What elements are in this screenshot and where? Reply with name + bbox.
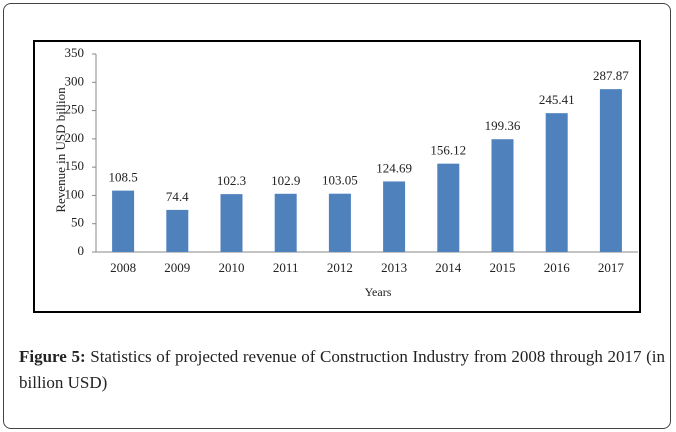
bar — [328, 193, 351, 252]
x-tick-label: 2013 — [381, 260, 407, 275]
y-tick-label: 150 — [65, 158, 85, 173]
caption-text: Statistics of projected revenue of Const… — [19, 347, 665, 392]
data-label: 102.3 — [217, 173, 246, 188]
y-tick-label: 300 — [65, 73, 85, 88]
bar — [383, 181, 406, 252]
x-tick-label: 2010 — [219, 260, 245, 275]
x-tick-label: 2011 — [273, 260, 299, 275]
y-axis-label: Revenue in USD billion — [53, 87, 68, 213]
figure-frame — [3, 3, 671, 429]
y-tick-label: 250 — [65, 102, 85, 117]
bar — [112, 190, 135, 252]
chart-border — [33, 40, 641, 313]
data-label: 156.12 — [430, 143, 466, 158]
data-label: 74.4 — [166, 189, 189, 204]
y-tick-label: 350 — [65, 45, 85, 60]
x-tick-label: 2014 — [435, 260, 462, 275]
bar — [437, 163, 460, 252]
y-tick-label: 100 — [65, 186, 85, 201]
bar — [274, 193, 297, 252]
x-tick-label: 2009 — [164, 260, 190, 275]
data-label: 102.9 — [271, 173, 300, 188]
x-tick-label: 2008 — [110, 260, 136, 275]
x-tick-label: 2012 — [327, 260, 353, 275]
x-tick-label: 2016 — [544, 260, 571, 275]
data-label: 287.87 — [593, 68, 629, 83]
y-tick-label: 50 — [71, 215, 84, 230]
bar — [491, 139, 514, 252]
data-label: 245.41 — [539, 92, 575, 107]
caption: Figure 5: Statistics of projected revenu… — [19, 344, 665, 396]
x-tick-label: 2015 — [490, 260, 516, 275]
data-label: 103.05 — [322, 173, 358, 188]
bar — [220, 194, 243, 252]
data-label: 199.36 — [485, 118, 521, 133]
bar — [545, 113, 568, 252]
x-tick-label: 2017 — [598, 260, 625, 275]
data-label: 108.5 — [108, 170, 137, 185]
data-label: 124.69 — [376, 160, 412, 175]
bar — [166, 209, 189, 252]
bar — [599, 89, 622, 252]
y-tick-label: 0 — [78, 243, 85, 258]
y-tick-label: 200 — [65, 130, 85, 145]
x-axis-label: Years — [365, 285, 392, 299]
caption-label: Figure 5: — [19, 347, 86, 366]
